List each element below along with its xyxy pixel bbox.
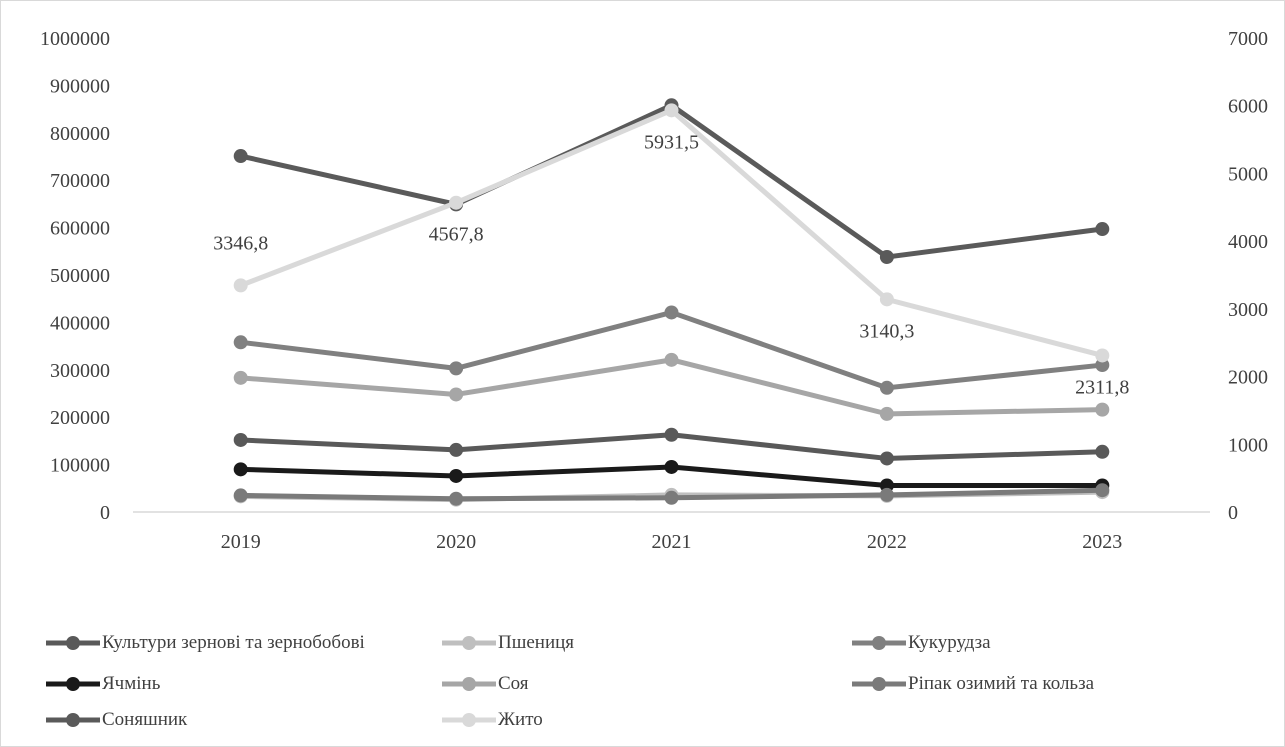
- y-right-tick-label: 3000: [1228, 299, 1268, 321]
- series-point: [664, 103, 679, 118]
- y-left-tick-label: 0: [100, 502, 110, 524]
- y-left-tick-label: 700000: [50, 170, 110, 192]
- series-point: [1095, 444, 1110, 459]
- series-3: [233, 459, 1110, 493]
- series-point: [233, 432, 248, 447]
- y-left-tick-label: 200000: [50, 407, 110, 429]
- series-point: [449, 442, 464, 457]
- series-point: [664, 427, 679, 442]
- data-labels: 3346,8 4567,8 5931,5 3140,3 2311,8: [213, 131, 1129, 398]
- series-line: [240, 357, 1103, 417]
- series-point: [879, 292, 894, 307]
- series-point: [1095, 402, 1110, 417]
- series-point: [233, 335, 248, 350]
- x-tick-label: 2022: [867, 531, 907, 553]
- series-point: [449, 491, 464, 506]
- y-left-tick-label: 500000: [50, 265, 110, 287]
- series-point: [233, 488, 248, 503]
- series-layer: [233, 98, 1110, 507]
- x-tick-label: 2023: [1082, 531, 1122, 553]
- series-7: [233, 103, 1110, 363]
- y-right-tick-label: 7000: [1228, 28, 1268, 50]
- y-axis-right: 0 1000 2000 3000 4000 5000 6000 7000: [1228, 28, 1268, 524]
- series-point: [1095, 222, 1110, 237]
- series-point: [233, 149, 248, 164]
- y-left-tick-label: 900000: [50, 75, 110, 97]
- y-right-tick-label: 6000: [1228, 96, 1268, 118]
- x-tick-label: 2020: [436, 531, 476, 553]
- series-point: [449, 387, 464, 402]
- y-axis-left: 0 100000 200000 300000 400000 500000 600000 700…: [40, 28, 110, 524]
- series-point: [879, 487, 894, 502]
- series-point: [879, 406, 894, 421]
- series-point: [1095, 483, 1110, 498]
- y-left-tick-label: 1000000: [40, 28, 110, 50]
- series-0: [233, 427, 1110, 466]
- series-5: [233, 483, 1110, 506]
- y-left-tick-label: 600000: [50, 218, 110, 240]
- y-right-tick-label: 2000: [1228, 367, 1268, 389]
- series-point: [1095, 348, 1110, 363]
- series-point: [879, 451, 894, 466]
- y-right-tick-label: 1000: [1228, 434, 1268, 456]
- data-label: 4567,8: [429, 224, 484, 246]
- data-label: 3346,8: [213, 232, 268, 254]
- series-point: [1095, 358, 1110, 373]
- data-label: 5931,5: [644, 131, 699, 153]
- y-right-tick-label: 0: [1228, 502, 1238, 524]
- series-point: [664, 352, 679, 367]
- series-point: [664, 459, 679, 474]
- series-point: [664, 305, 679, 320]
- series-point: [233, 278, 248, 293]
- series-4: [233, 352, 1110, 421]
- x-tick-label: 2019: [221, 531, 261, 553]
- y-right-tick-label: 4000: [1228, 231, 1268, 253]
- y-left-tick-label: 800000: [50, 123, 110, 145]
- y-left-tick-label: 400000: [50, 312, 110, 334]
- x-axis: 2019 2020 2021 2022 2023: [221, 531, 1123, 553]
- series-point: [233, 370, 248, 385]
- series-2: [233, 305, 1110, 395]
- series-point: [449, 361, 464, 376]
- series-point: [879, 249, 894, 264]
- series-point: [233, 462, 248, 477]
- data-label: 3140,3: [859, 320, 914, 342]
- y-right-tick-label: 5000: [1228, 163, 1268, 185]
- series-point: [879, 380, 894, 395]
- y-left-tick-label: 100000: [50, 455, 110, 477]
- series-point: [449, 195, 464, 210]
- y-left-tick-label: 300000: [50, 360, 110, 382]
- x-tick-label: 2021: [652, 531, 692, 553]
- data-label: 2311,8: [1075, 376, 1129, 398]
- series-point: [664, 490, 679, 505]
- series-point: [449, 468, 464, 483]
